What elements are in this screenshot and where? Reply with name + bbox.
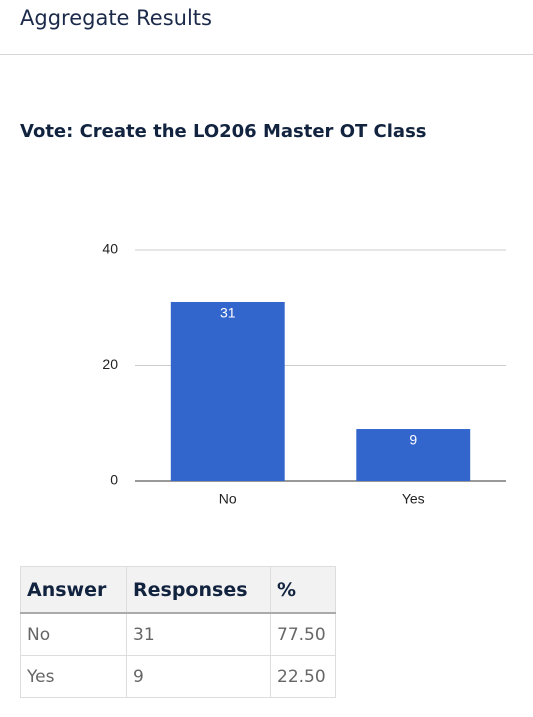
cell: 9 <box>126 655 271 698</box>
header-row: Answer Responses % <box>20 566 336 614</box>
column-header: % <box>270 566 336 614</box>
row: No 31 77.50 <box>20 612 336 656</box>
chart: 0 20 40 No 31 Yes 9 <box>102 241 506 507</box>
bar <box>356 429 471 481</box>
value-label: 31 <box>220 305 236 321</box>
value-label: 9 <box>409 432 417 448</box>
chart-title: Vote: Create the LO206 Master OT Class <box>20 121 427 142</box>
results-table: Answer Responses % No 31 77.50 Yes 9 22.… <box>20 566 336 698</box>
cell: No <box>20 612 127 656</box>
column-header: Responses <box>126 566 271 614</box>
divider <box>0 54 533 55</box>
y-tick-label: 0 <box>110 472 118 488</box>
cell: 77.50 <box>270 612 336 656</box>
cell: 22.50 <box>270 655 336 698</box>
cell: 31 <box>126 612 271 656</box>
row: Yes 9 22.50 <box>20 655 336 698</box>
x-tick-label: No <box>219 491 237 507</box>
cell: Yes <box>20 655 127 698</box>
y-tick-label: 20 <box>102 356 118 372</box>
column-header: Answer <box>20 566 127 614</box>
bar <box>170 301 285 481</box>
page-title: Aggregate Results <box>20 6 212 30</box>
y-tick-label: 40 <box>102 241 118 257</box>
x-tick-label: Yes <box>402 491 425 507</box>
